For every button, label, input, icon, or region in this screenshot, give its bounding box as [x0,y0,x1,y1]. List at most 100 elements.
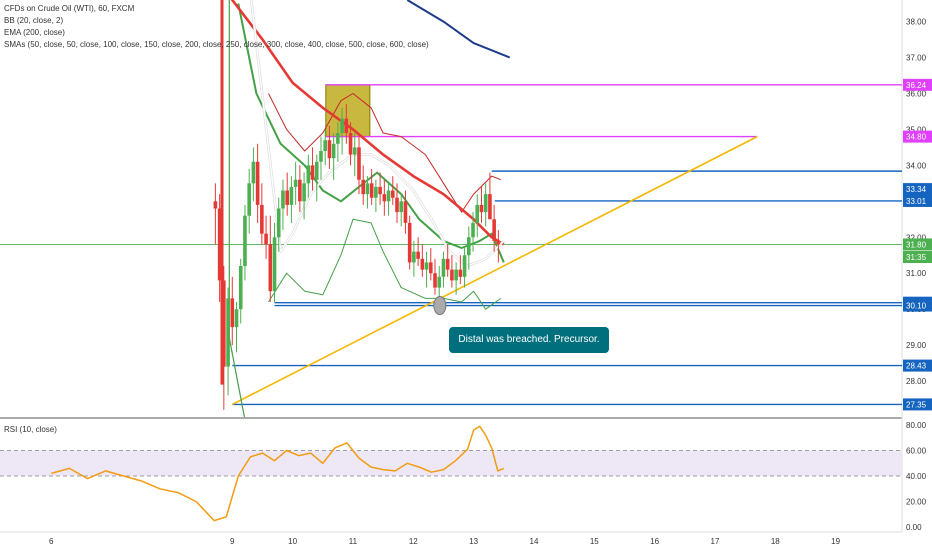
candle-body [336,133,340,144]
candle-body [450,269,454,281]
x-tick-label: 11 [349,537,358,546]
x-tick-label: 15 [590,537,599,546]
candle-body [352,147,357,155]
price-tag-box [903,398,932,411]
candle-body [390,190,395,198]
rsi-legend[interactable]: RSI (10, close) [4,425,57,434]
price-tag-box [903,194,932,207]
x-tick-label: 16 [650,537,659,546]
candle-body [285,190,289,205]
candle-body [466,237,471,256]
candle-body [428,262,433,274]
candle-body [386,190,391,202]
candle-body [268,244,273,292]
x-tick-label: 6 [49,537,54,546]
y-tick-label: 37.00 [906,54,927,63]
candle-body [454,269,458,281]
candle-body [445,258,450,270]
price-tag-label: 27.35 [906,400,927,409]
price-tag-label: 28.43 [906,362,927,371]
candle-body [310,165,315,180]
candle-body [412,251,416,263]
bb-legend[interactable]: BB (20, close, 2) [4,16,64,25]
candle-body [293,179,298,187]
candle-body [272,237,277,292]
candle-body [247,183,251,216]
candle-body [230,298,235,328]
rsi-tick-label: 60.00 [906,447,927,456]
annotation-callout[interactable]: Distal was breached. Precursor. [449,327,609,353]
candle-body [471,222,475,238]
candle-body [361,179,366,195]
candle-body [340,118,344,134]
price-tag-label: 33.34 [906,185,927,194]
candle-body [264,233,268,245]
candle-body [327,140,332,159]
candle-body [462,255,467,277]
y-tick-label: 32.00 [906,233,927,242]
x-tick-label: 17 [711,537,720,546]
sma-navy-line [406,0,511,59]
candle-body [357,147,361,180]
candle-body [378,186,382,195]
candle-body [323,140,328,151]
sma-legend[interactable]: SMAs (50, close, 50, close, 100, close, … [4,40,429,49]
candle-body [407,222,412,263]
candle-body [399,201,404,213]
candle-body [226,298,230,367]
candle-body [306,165,311,184]
rsi-line [51,425,505,522]
rsi-tick-label: 20.00 [906,498,927,507]
ema-legend[interactable]: EMA (200, close) [4,28,65,37]
sma-green-line [237,3,505,263]
candle-body [314,161,319,180]
y-tick-label: 29.00 [906,341,927,350]
x-tick-label: 18 [771,537,780,546]
candle-body [483,194,488,213]
candle-body [298,179,302,202]
candle-body [475,204,480,223]
price-tag-box [903,299,932,312]
symbol-legend[interactable]: CFDs on Crude Oil (WTI), 60, FXCM [4,4,135,13]
y-tick-label: 31.00 [906,269,927,278]
candle-body [217,208,222,281]
candle-body [374,186,378,198]
price-tag-label: 36.24 [906,81,927,90]
price-tag-box [903,251,932,264]
candle-body [243,215,247,267]
x-tick-label: 10 [288,537,297,546]
candle-body [433,273,437,288]
candle-body [458,269,463,277]
candle-body [222,280,226,367]
y-tick-label: 34.00 [906,161,927,170]
price-tag-label: 31.80 [906,240,927,249]
candle-body [437,276,442,288]
candle-body [276,208,281,238]
price-tag-box [903,183,932,196]
bb-upper-line [268,93,501,213]
candle-body [403,201,408,223]
candle-body [260,204,264,234]
candle-body [348,133,353,155]
candle-body [238,266,243,310]
price-tag-label: 33.01 [906,197,927,206]
candle-body [382,194,387,202]
breach-marker [433,296,447,316]
price-tag-box [903,238,932,251]
price-tag-box [903,130,932,143]
price-tag-label: 30.10 [906,302,927,311]
candle-body [344,118,349,134]
candle-body [488,194,492,220]
y-tick-label: 35.00 [906,125,927,134]
candle-body [331,143,336,159]
candle-body [420,258,425,270]
candle-body [213,201,218,209]
x-tick-label: 13 [469,537,478,546]
candle-body [395,197,399,213]
y-tick-label: 38.00 [906,18,927,27]
rsi-tick-label: 0.00 [906,523,922,532]
trendline [231,135,758,406]
candle-body [302,183,306,202]
y-tick-label: 28.00 [906,377,927,386]
